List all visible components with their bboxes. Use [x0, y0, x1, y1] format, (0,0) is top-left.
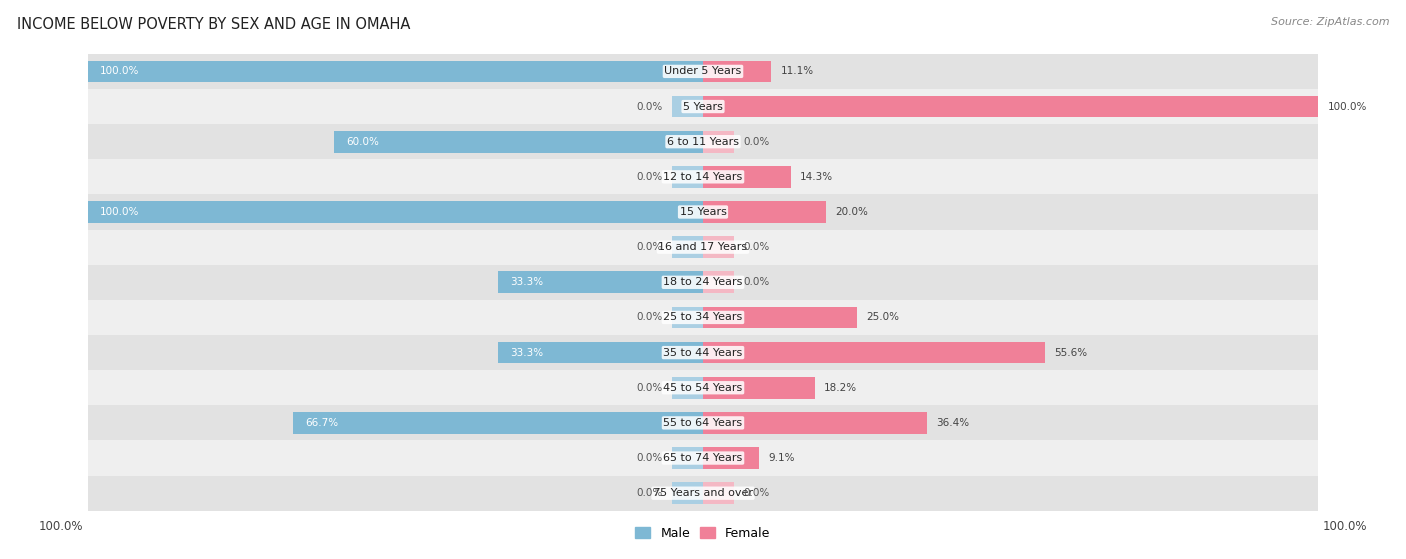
Text: 25 to 34 Years: 25 to 34 Years	[664, 312, 742, 323]
Bar	[703, 412, 927, 434]
Text: 55 to 64 Years: 55 to 64 Years	[664, 418, 742, 428]
Text: 25.0%: 25.0%	[866, 312, 898, 323]
Bar	[672, 482, 703, 504]
Text: 14.3%: 14.3%	[800, 172, 834, 182]
Text: 100.0%: 100.0%	[1327, 102, 1367, 112]
Bar	[672, 447, 703, 469]
Text: 33.3%: 33.3%	[510, 277, 544, 287]
Bar	[87, 265, 1319, 300]
Text: 16 and 17 Years: 16 and 17 Years	[658, 242, 748, 252]
Text: 9.1%: 9.1%	[768, 453, 794, 463]
Text: 100.0%: 100.0%	[100, 67, 139, 77]
Text: 45 to 54 Years: 45 to 54 Years	[664, 383, 742, 393]
Text: 0.0%: 0.0%	[742, 488, 769, 498]
Text: 66.7%: 66.7%	[305, 418, 337, 428]
Text: 0.0%: 0.0%	[742, 277, 769, 287]
Text: 0.0%: 0.0%	[742, 137, 769, 146]
Bar	[87, 440, 1319, 476]
Bar	[498, 342, 703, 363]
Bar	[703, 377, 815, 399]
Bar	[498, 272, 703, 293]
Bar	[672, 377, 703, 399]
Text: 11.1%: 11.1%	[780, 67, 814, 77]
Text: 0.0%: 0.0%	[637, 383, 664, 393]
Bar	[87, 124, 1319, 159]
Bar	[703, 201, 827, 223]
Bar	[672, 96, 703, 117]
Bar	[672, 166, 703, 188]
Text: Under 5 Years: Under 5 Years	[665, 67, 741, 77]
Text: 0.0%: 0.0%	[637, 242, 664, 252]
Text: 0.0%: 0.0%	[637, 453, 664, 463]
Text: 20.0%: 20.0%	[835, 207, 868, 217]
Bar	[87, 405, 1319, 440]
Bar	[87, 370, 1319, 405]
Text: 100.0%: 100.0%	[100, 207, 139, 217]
Bar	[335, 131, 703, 153]
Bar	[703, 96, 1319, 117]
Text: 100.0%: 100.0%	[1323, 519, 1367, 533]
Bar	[87, 300, 1319, 335]
Text: Source: ZipAtlas.com: Source: ZipAtlas.com	[1271, 17, 1389, 27]
Bar	[703, 342, 1045, 363]
Text: 100.0%: 100.0%	[38, 519, 83, 533]
Text: 33.3%: 33.3%	[510, 348, 544, 358]
Text: 60.0%: 60.0%	[346, 137, 380, 146]
Bar	[87, 201, 703, 223]
Bar	[703, 272, 734, 293]
Bar	[87, 476, 1319, 511]
Text: 0.0%: 0.0%	[637, 102, 664, 112]
Bar	[703, 306, 856, 328]
Text: 12 to 14 Years: 12 to 14 Years	[664, 172, 742, 182]
Bar	[703, 131, 734, 153]
Bar	[703, 60, 772, 82]
Bar	[292, 412, 703, 434]
Text: 0.0%: 0.0%	[637, 312, 664, 323]
Text: 0.0%: 0.0%	[742, 242, 769, 252]
Bar	[672, 306, 703, 328]
Bar	[703, 166, 792, 188]
Bar	[87, 89, 1319, 124]
Bar	[703, 447, 759, 469]
Bar	[87, 54, 1319, 89]
Text: 55.6%: 55.6%	[1054, 348, 1087, 358]
Text: 6 to 11 Years: 6 to 11 Years	[666, 137, 740, 146]
Text: 35 to 44 Years: 35 to 44 Years	[664, 348, 742, 358]
Legend: Male, Female: Male, Female	[630, 522, 776, 545]
Text: 0.0%: 0.0%	[637, 172, 664, 182]
Bar	[87, 195, 1319, 230]
Bar	[87, 159, 1319, 195]
Text: 18 to 24 Years: 18 to 24 Years	[664, 277, 742, 287]
Text: INCOME BELOW POVERTY BY SEX AND AGE IN OMAHA: INCOME BELOW POVERTY BY SEX AND AGE IN O…	[17, 17, 411, 32]
Text: 15 Years: 15 Years	[679, 207, 727, 217]
Text: 65 to 74 Years: 65 to 74 Years	[664, 453, 742, 463]
Bar	[87, 60, 703, 82]
Bar	[703, 482, 734, 504]
Bar	[87, 335, 1319, 370]
Text: 75 Years and over: 75 Years and over	[652, 488, 754, 498]
Text: 0.0%: 0.0%	[637, 488, 664, 498]
Bar	[672, 236, 703, 258]
Text: 5 Years: 5 Years	[683, 102, 723, 112]
Text: 36.4%: 36.4%	[936, 418, 969, 428]
Bar	[87, 230, 1319, 265]
Text: 18.2%: 18.2%	[824, 383, 858, 393]
Bar	[703, 236, 734, 258]
